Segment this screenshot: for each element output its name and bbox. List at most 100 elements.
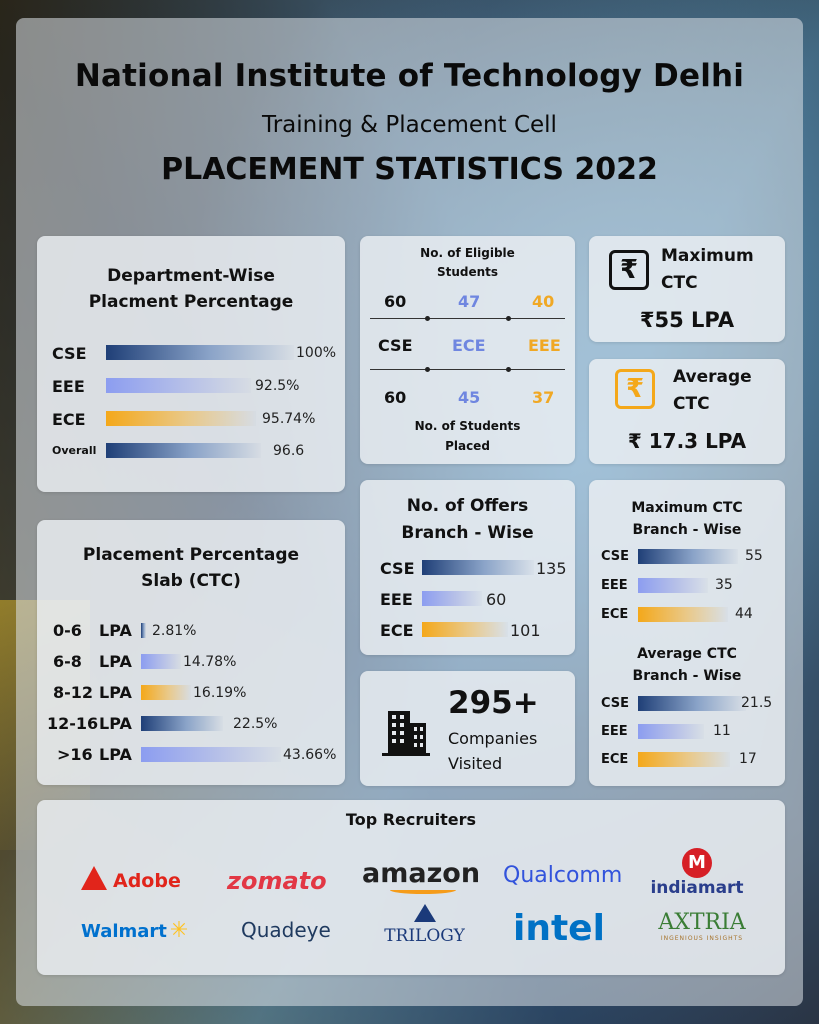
companies-label-2: Visited: [448, 754, 503, 773]
dept-wise-card: Department-Wise Placment Percentage CSE …: [37, 236, 345, 492]
dept-row-overall-label: Overall: [52, 444, 97, 457]
max-ctc-value: ₹55 LPA: [639, 308, 735, 332]
max-branch-cse-value: 55: [745, 548, 763, 564]
max-branch-title-1: Maximum CTC: [631, 500, 743, 516]
max-branch-ece-bar: [638, 607, 728, 622]
companies-card: 295+ Companies Visited: [360, 671, 575, 786]
cell-subtitle: Training & Placement Cell: [262, 112, 557, 138]
slab-bar: [141, 747, 281, 762]
divider-dot: [425, 316, 430, 321]
max-branch-eee-bar: [638, 578, 708, 593]
eligible-ece-value: 47: [458, 292, 481, 311]
avg-ctc-value: ₹ 17.3 LPA: [627, 429, 747, 453]
max-branch-ece-label: ECE: [601, 607, 629, 622]
axtria-logo: AXTRIA INGENIOUS INSIGHTS: [658, 910, 746, 942]
avg-branch-eee-label: EEE: [601, 724, 628, 739]
avg-ctc-card: ₹ Average CTC ₹ 17.3 LPA: [589, 359, 785, 464]
slab-value: 43.66%: [283, 747, 337, 763]
divider-line: [370, 369, 565, 370]
branch-ctc-card: Maximum CTC Branch - Wise CSE 55 EEE 35 …: [589, 480, 785, 786]
eligible-title-1: No. of Eligible: [420, 246, 515, 260]
companies-count: 295+: [448, 685, 539, 721]
dept-wise-title-2: Placment Percentage: [88, 292, 294, 312]
rupee-icon: ₹: [615, 369, 655, 409]
placed-title-1: No. of Students: [414, 419, 521, 433]
slab-value: 16.19%: [193, 685, 247, 701]
dept-row-ece-bar: [106, 411, 256, 426]
divider-dot: [425, 367, 430, 372]
offers-cse-bar: [422, 560, 534, 575]
adobe-logo: Adobe: [81, 866, 181, 892]
slab-unit-label: LPA: [99, 621, 132, 640]
eligible-cse-value: 60: [384, 292, 407, 311]
placed-ece-value: 45: [458, 388, 481, 407]
indiamart-logo: M indiamart: [649, 848, 745, 898]
offers-card: No. of Offers Branch - Wise CSE 135 EEE …: [360, 480, 575, 655]
qualcomm-logo: Qualcomm: [503, 863, 623, 888]
offers-cse-value: 135: [536, 559, 567, 578]
dept-row-eee-bar: [106, 378, 251, 393]
slab-bar: [141, 654, 181, 669]
offers-ece-value: 101: [510, 621, 541, 640]
placed-eee-value: 37: [532, 388, 555, 407]
dept-row-overall-bar: [106, 443, 261, 458]
avg-branch-ece-label: ECE: [601, 752, 629, 767]
slab-range-label: 6-8: [53, 652, 82, 671]
divider-dot: [506, 316, 511, 321]
offers-eee-bar: [422, 591, 482, 606]
slab-range-label: >16: [57, 745, 93, 764]
intel-logo: intel: [513, 908, 605, 949]
max-branch-cse-bar: [638, 549, 738, 564]
max-ctc-card: ₹ Maximum CTC ₹55 LPA: [589, 236, 785, 342]
dept-row-ece-value: 95.74%: [262, 411, 316, 427]
slab-unit-label: LPA: [99, 683, 132, 702]
slab-range-label: 0-6: [53, 621, 82, 640]
branch-ece-label: ECE: [452, 336, 486, 355]
max-branch-eee-value: 35: [715, 577, 733, 593]
dept-row-eee-value: 92.5%: [255, 378, 300, 394]
slab-range-label: 8-12: [53, 683, 94, 702]
max-branch-ece-value: 44: [735, 606, 753, 622]
zomato-logo: zomato: [227, 867, 327, 895]
slab-bar: [141, 623, 146, 638]
slab-value: 14.78%: [183, 654, 237, 670]
offers-eee-value: 60: [486, 590, 507, 609]
slab-value: 2.81%: [152, 623, 197, 639]
avg-branch-cse-label: CSE: [601, 696, 630, 711]
building-icon: [380, 705, 432, 757]
offers-eee-label: EEE: [380, 590, 413, 609]
indiamart-icon: M: [682, 848, 712, 878]
recruiters-card: Top Recruiters Adobe zomato amazon Qualc…: [37, 800, 785, 975]
walmart-spark-icon: ✳: [169, 918, 189, 943]
dept-wise-title-1: Department-Wise: [107, 266, 275, 286]
placed-cse-value: 60: [384, 388, 407, 407]
avg-branch-title-2: Branch - Wise: [632, 668, 742, 684]
dept-row-cse-bar: [106, 345, 294, 360]
page-title: PLACEMENT STATISTICS 2022: [161, 152, 658, 187]
max-ctc-label-1: Maximum: [661, 246, 754, 266]
slab-bar: [141, 716, 223, 731]
avg-branch-ece-value: 17: [739, 751, 757, 767]
institute-title: National Institute of Technology Delhi: [74, 58, 745, 94]
max-branch-title-2: Branch - Wise: [632, 522, 742, 538]
max-ctc-label-2: CTC: [661, 273, 698, 293]
max-branch-cse-label: CSE: [601, 549, 630, 564]
max-branch-eee-label: EEE: [601, 578, 628, 593]
branch-cse-label: CSE: [378, 336, 413, 355]
dept-row-ece-label: ECE: [52, 410, 86, 429]
dept-row-eee-label: EEE: [52, 377, 85, 396]
avg-branch-ece-bar: [638, 752, 730, 767]
avg-branch-eee-bar: [638, 724, 704, 739]
amazon-logo: amazon: [362, 858, 480, 894]
walmart-logo: Walmart ✳: [81, 918, 189, 943]
dept-row-cse-label: CSE: [52, 344, 87, 363]
eligible-placed-card: No. of Eligible Students 60 47 40 CSE EC…: [360, 236, 575, 464]
amazon-smile-icon: [390, 886, 456, 894]
slab-value: 22.5%: [233, 716, 278, 732]
avg-ctc-label-2: CTC: [673, 394, 710, 414]
branch-eee-label: EEE: [528, 336, 561, 355]
quadeye-logo: Quadeye: [241, 918, 331, 942]
avg-branch-cse-value: 21.5: [741, 695, 773, 711]
rupee-icon: ₹: [609, 250, 649, 290]
slab-title-1: Placement Percentage: [82, 545, 300, 565]
